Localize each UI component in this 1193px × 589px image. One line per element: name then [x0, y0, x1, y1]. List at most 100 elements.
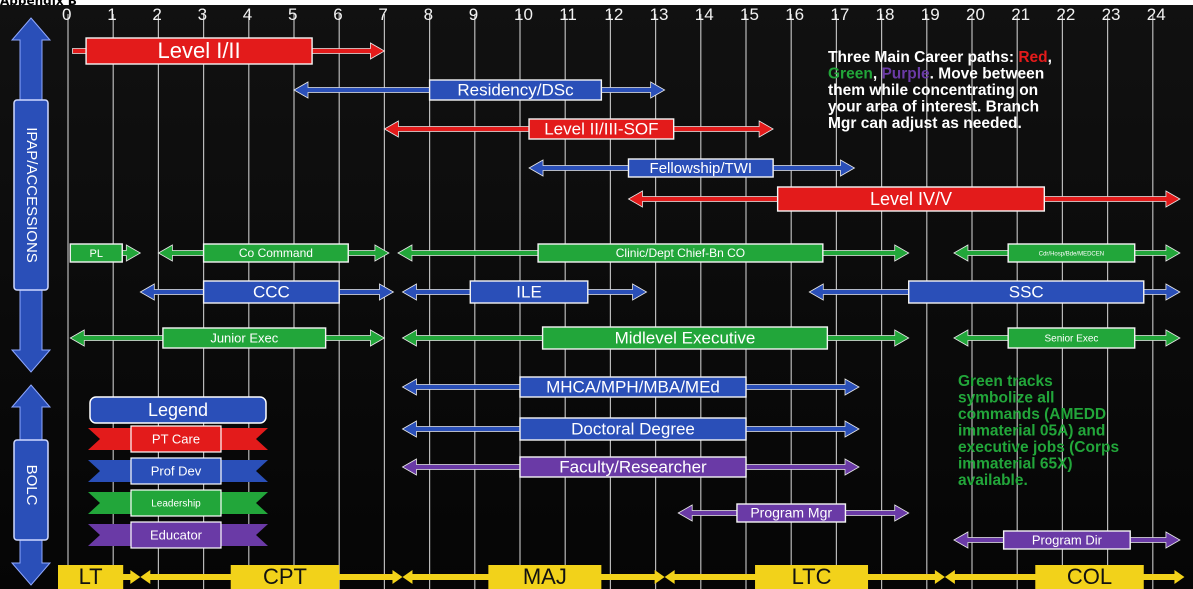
track-residency-dsc: Residency/DSc — [293, 79, 666, 101]
year-label: 3 — [198, 5, 207, 24]
legend-item-red: PT Care — [88, 425, 268, 453]
track-label-co-command: Co Command — [239, 246, 313, 260]
track-label-mhca: MHCA/MPH/MBA/MEd — [546, 377, 720, 396]
rank-box-lt — [58, 565, 124, 589]
rank-col: COL — [944, 564, 1185, 589]
track-label-junior-exec: Junior Exec — [210, 330, 278, 345]
track-level-2-3-sof: Level II/III-SOF — [383, 118, 774, 140]
track-label-box-program-mgr — [736, 503, 847, 523]
year-label: 8 — [424, 5, 433, 24]
track-junior-exec: Junior Exec — [69, 327, 386, 349]
track-label-level-4-5: Level IV/V — [870, 189, 952, 209]
track-mhca: MHCA/MPH/MBA/MEd — [401, 376, 860, 398]
career-paths-note: Three Main Career paths: Red, Green, Purp… — [828, 49, 1052, 132]
side-arrow-bolc-label: BOLC — [23, 465, 40, 506]
year-label: 18 — [876, 5, 895, 24]
legend-swatch-purple — [130, 521, 222, 549]
track-label-level-1-2: Level I/II — [158, 38, 241, 63]
year-label: 20 — [966, 5, 985, 24]
rank-box-col — [1035, 565, 1144, 589]
track-label-box-co-command — [202, 243, 349, 263]
year-label: 13 — [650, 5, 669, 24]
track-senior-exec: Senior Exec — [953, 327, 1181, 349]
track-label-box-clinic-dept-chief — [537, 243, 824, 263]
year-label: 7 — [378, 5, 387, 24]
track-label-midlevel-exec: Midlevel Executive — [615, 328, 756, 347]
year-label: 21 — [1011, 5, 1030, 24]
track-label-residency-dsc: Residency/DSc — [457, 80, 574, 99]
track-label-cdr-senior: Cdr/Hosp/Bde/MEDCEN — [1039, 252, 1104, 258]
track-label-box-ssc — [908, 280, 1145, 304]
green-tracks-note-line: executive jobs (Corps — [958, 439, 1119, 456]
appendix-title: Appendix B — [0, 0, 77, 8]
legend-title-box — [89, 396, 267, 424]
year-label: 4 — [243, 5, 252, 24]
year-label: 15 — [740, 5, 759, 24]
track-doctoral: Doctoral Degree — [401, 417, 860, 441]
rank-maj: MAJ — [402, 564, 665, 589]
legend-item-blue: Prof Dev — [88, 457, 268, 485]
year-label: 0 — [62, 5, 71, 24]
track-cdr-senior: Cdr/Hosp/Bde/MEDCEN — [953, 243, 1181, 263]
legend-label: PT Care — [152, 431, 200, 446]
side-arrow-ipap-accessions: IPAP/ACCESSIONS — [10, 17, 52, 373]
year-label: 10 — [514, 5, 533, 24]
side-arrow-bolc-box — [13, 439, 49, 541]
side-arrow-bolc: BOLC — [10, 384, 52, 586]
rank-label: LT — [79, 564, 103, 589]
green-tracks-note-line: immaterial 05A) and — [958, 423, 1105, 440]
track-label-doctoral: Doctoral Degree — [571, 419, 695, 438]
year-label: 11 — [559, 5, 577, 24]
legend-label: Prof Dev — [151, 463, 202, 478]
green-tracks-note-line: symbolize all — [958, 390, 1054, 407]
career-paths-note-segment: Purple — [881, 66, 930, 83]
track-label-box-pl — [69, 243, 123, 263]
year-label: 23 — [1102, 5, 1121, 24]
track-label-box-level-1-2 — [85, 37, 313, 65]
year-label: 6 — [333, 5, 342, 24]
career-paths-note-segment: . Move between — [930, 66, 1045, 83]
year-label: 19 — [921, 5, 940, 24]
rank-ltc: LTC — [664, 564, 945, 589]
track-label-faculty: Faculty/Researcher — [559, 457, 707, 476]
track-label-pl: PL — [90, 248, 103, 260]
legend-item-green: Leadership — [88, 489, 268, 517]
career-paths-note-segment: , — [873, 66, 882, 83]
year-label: 14 — [695, 5, 714, 24]
track-fellowship-twi: Fellowship/TWI — [528, 158, 856, 178]
green-tracks-note-line: commands (AMEDD — [958, 406, 1106, 423]
year-label: 5 — [288, 5, 297, 24]
track-label-fellowship-twi: Fellowship/TWI — [650, 160, 753, 177]
legend-swatch-red — [130, 425, 222, 453]
track-label-box-fellowship-twi — [627, 158, 774, 178]
track-label-box-level-4-5 — [776, 186, 1046, 212]
rank-cpt: CPT — [140, 564, 403, 589]
track-co-command: Co Command — [157, 243, 390, 263]
side-arrow-ipap-accessions-label: IPAP/ACCESSIONS — [23, 127, 40, 263]
track-ccc: CCC — [139, 280, 395, 304]
track-clinic-dept-chief: Clinic/Dept Chief-Bn CO — [397, 243, 910, 263]
rank-label: CPT — [263, 564, 307, 589]
track-label-box-midlevel-exec — [541, 326, 829, 350]
track-label-ssc: SSC — [1009, 282, 1044, 301]
track-program-dir: Program Dir — [953, 530, 1181, 550]
year-label: 17 — [830, 5, 849, 24]
track-program-mgr: Program Mgr — [677, 503, 910, 523]
side-arrow-ipap-accessions-box — [13, 99, 49, 291]
legend-label: Educator — [150, 527, 203, 542]
track-ssc: SSC — [808, 280, 1181, 304]
track-level-1-2: Level I/II — [72, 37, 386, 65]
rank-lt: LT — [58, 564, 141, 589]
legend-swatch-blue — [130, 457, 222, 485]
legend-title: Legend — [148, 400, 208, 420]
rank-label: MAJ — [523, 564, 567, 589]
career-paths-note-segment: , — [1048, 49, 1052, 66]
green-tracks-note-line: available. — [958, 472, 1028, 489]
career-paths-note-segment: them while concentrating on — [828, 82, 1038, 99]
year-label: 2 — [152, 5, 161, 24]
rank-label: LTC — [792, 564, 832, 589]
career-paths-note-segment: Mgr can adjust as needed. — [828, 115, 1022, 132]
year-label: 9 — [469, 5, 478, 24]
track-label-program-mgr: Program Mgr — [750, 505, 832, 521]
career-paths-note-segment: Green — [828, 66, 873, 83]
